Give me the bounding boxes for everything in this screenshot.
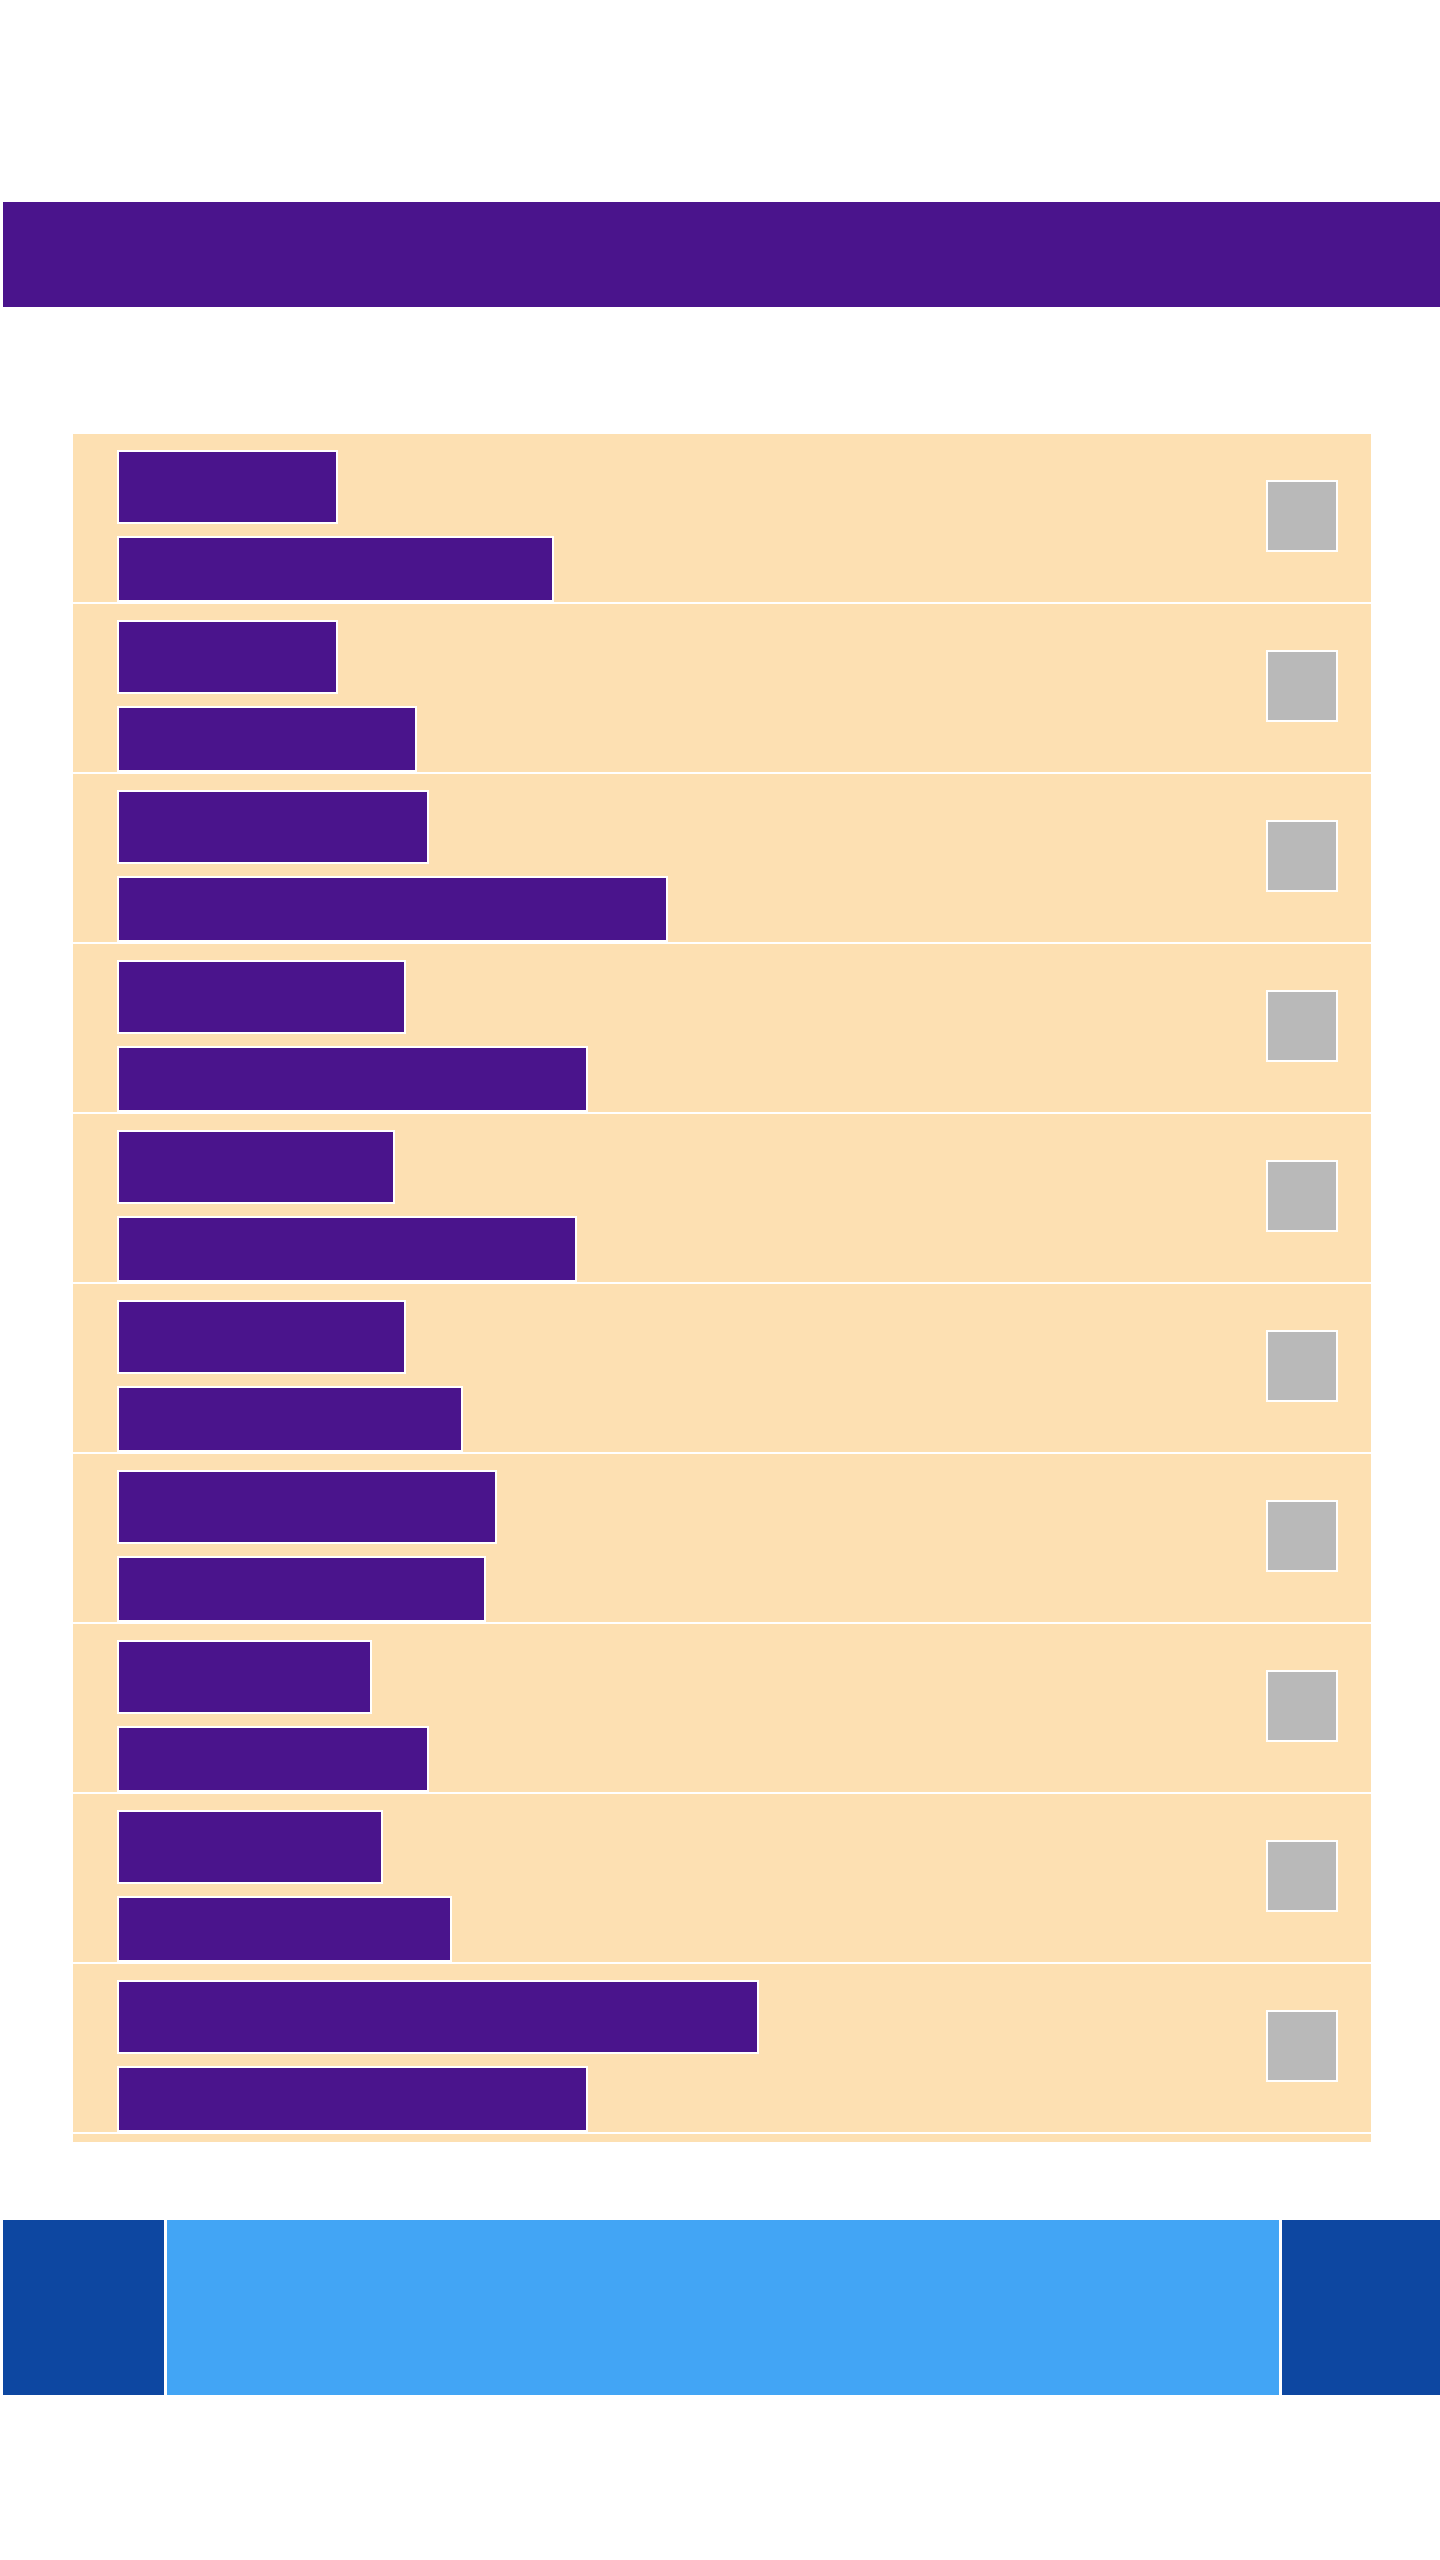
list-item[interactable] <box>73 1624 1371 1794</box>
list-item-secondary-text <box>117 1046 588 1112</box>
list-item-secondary-text <box>117 1386 463 1452</box>
list-item-checkbox[interactable] <box>1266 2010 1338 2082</box>
list-item[interactable] <box>73 1454 1371 1624</box>
list-item-primary-text <box>117 1980 759 2054</box>
list-item-secondary-text <box>117 876 668 942</box>
list-item-checkbox[interactable] <box>1266 990 1338 1062</box>
bottom-navigation <box>3 2220 1440 2395</box>
list-item-primary-text <box>117 620 338 694</box>
list-item[interactable] <box>73 604 1371 774</box>
list-item-checkbox[interactable] <box>1266 820 1338 892</box>
list-item-secondary-text <box>117 1216 577 1282</box>
bottom-nav-right-button[interactable] <box>1282 2220 1440 2395</box>
list-item[interactable] <box>73 944 1371 1114</box>
list-item-primary-text <box>117 1810 383 1884</box>
list-item[interactable] <box>73 774 1371 944</box>
list-item-primary-text <box>117 1640 372 1714</box>
list-item-checkbox[interactable] <box>1266 1160 1338 1232</box>
list-item[interactable] <box>73 434 1371 604</box>
list-item[interactable] <box>73 1284 1371 1454</box>
list-item[interactable] <box>73 1964 1371 2134</box>
list-item-primary-text <box>117 790 429 864</box>
list-item-checkbox[interactable] <box>1266 480 1338 552</box>
list-item-checkbox[interactable] <box>1266 1670 1338 1742</box>
list-item-secondary-text <box>117 536 554 602</box>
list-item-primary-text <box>117 1130 395 1204</box>
bottom-nav-center-button[interactable] <box>164 2220 1282 2395</box>
list-item-primary-text <box>117 960 406 1034</box>
list-item-secondary-text <box>117 1726 429 1792</box>
list-item[interactable] <box>73 1114 1371 1284</box>
list-item-secondary-text <box>117 1556 486 1622</box>
list-item-primary-text <box>117 1470 497 1544</box>
list-item-secondary-text <box>117 1896 452 1962</box>
list-item-secondary-text <box>117 706 417 772</box>
list-item-checkbox[interactable] <box>1266 1500 1338 1572</box>
list-item-checkbox[interactable] <box>1266 1840 1338 1912</box>
bottom-nav-left-button[interactable] <box>3 2220 161 2395</box>
item-list <box>73 434 1371 2142</box>
list-item-primary-text <box>117 450 338 524</box>
list-item[interactable] <box>73 1794 1371 1964</box>
app-header <box>3 202 1440 307</box>
list-item-checkbox[interactable] <box>1266 1330 1338 1402</box>
list-item-secondary-text <box>117 2066 588 2132</box>
list-item-checkbox[interactable] <box>1266 650 1338 722</box>
list-item-primary-text <box>117 1300 406 1374</box>
